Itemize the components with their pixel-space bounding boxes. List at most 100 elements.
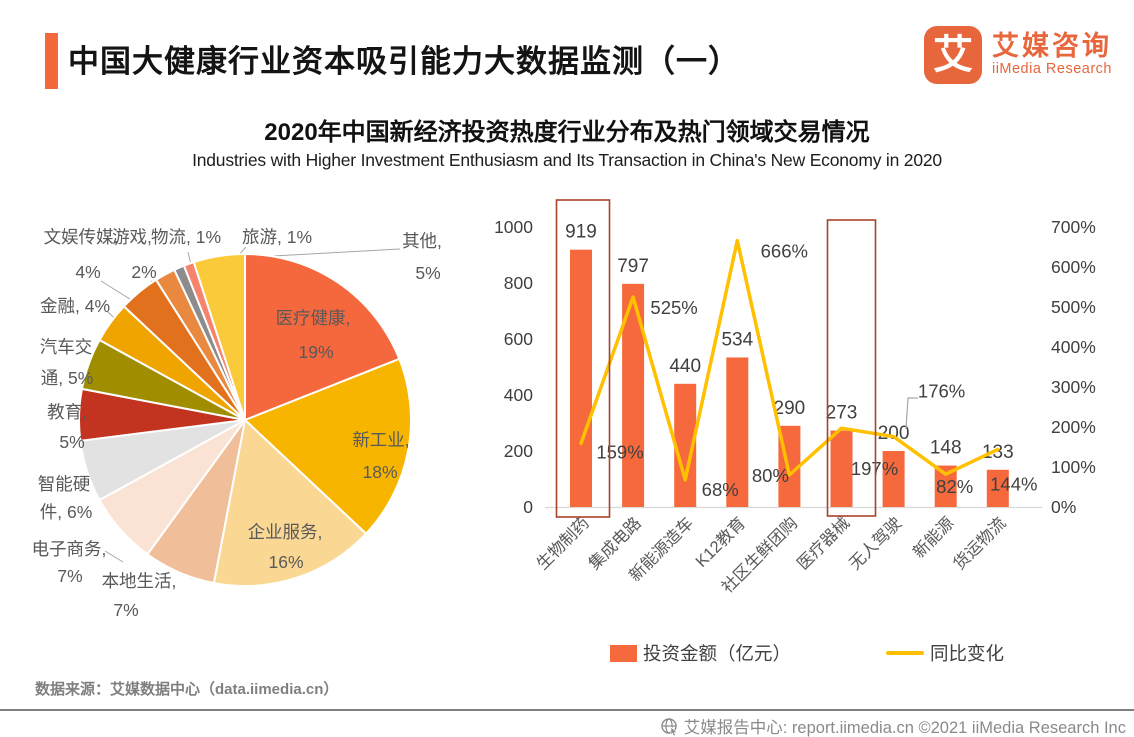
pie-label: 医疗健康, xyxy=(276,308,351,328)
bar-value-label: 273 xyxy=(826,403,858,424)
pie-slice-企业服务 xyxy=(212,419,368,587)
pie-label: 新工业, xyxy=(352,430,409,450)
bar-swatch-icon xyxy=(609,644,637,662)
pie-label: 企业服务, xyxy=(248,522,323,542)
yoy-line xyxy=(579,238,1000,482)
right-axis-tick: 100% xyxy=(1051,457,1096,477)
pie-leader-line xyxy=(104,550,124,563)
legend-label: 同比变化 xyxy=(930,643,1005,664)
brand-name-cn: 艾媒咨询 xyxy=(991,31,1112,62)
line-value-label: 80% xyxy=(752,465,789,486)
pie-chart: 医疗健康, 19% 新工业, 18% 企业服务, 16% 本地生活, 7% 电子商务, 7% 智能硬… xyxy=(32,227,442,620)
left-axis-tick: 1000 xyxy=(494,217,533,237)
line-value-label: 82% xyxy=(936,476,973,497)
bar-value-label: 797 xyxy=(617,256,649,277)
category-label-新能源: 新能源 xyxy=(909,513,957,561)
bar-无人驾驶 xyxy=(882,451,905,507)
bar-value-label: 440 xyxy=(669,356,701,377)
legend-item-yoy: 同比变化 xyxy=(886,640,1004,666)
pie-label: 游戏, xyxy=(112,227,152,247)
bar-value-label: 534 xyxy=(721,329,753,350)
category-label-无人驾驶: 无人驾驶 xyxy=(845,513,905,573)
footer-text: 艾媒报告中心: report.iimedia.cn ©2021 iiMedia … xyxy=(683,719,1126,737)
globe-cursor-icon xyxy=(661,717,678,736)
pie-label: 19% xyxy=(298,342,333,362)
pie-slice-医疗健康 xyxy=(244,253,401,421)
data-source-note: 数据来源：艾媒数据中心（data.iimedia.cn） xyxy=(35,681,339,698)
bar-value-label: 133 xyxy=(982,442,1014,463)
pie-label: 文娱传媒, xyxy=(44,227,119,247)
bar-货运物流 xyxy=(986,469,1009,507)
pie-label: 2% xyxy=(131,262,156,282)
brand-name-en: iiMedia Research xyxy=(991,60,1112,77)
bar-新能源造车 xyxy=(674,383,697,507)
logo-wordmark: 艾媒咨询 iiMedia Research xyxy=(991,31,1112,78)
right-axis-tick: 400% xyxy=(1051,337,1096,357)
pie-label: 电子商务, xyxy=(32,539,107,559)
pie-label: 5% xyxy=(59,432,84,452)
bar-value-label: 148 xyxy=(930,438,962,459)
pie-label: 7% xyxy=(57,566,82,586)
line-value-label: 666% xyxy=(761,241,808,262)
pie-label: 本地生活, xyxy=(102,571,177,591)
category-label-生物制药: 生物制药 xyxy=(533,513,593,573)
bar-生物制药 xyxy=(570,249,592,507)
highlight-box-医疗器械 xyxy=(826,219,877,517)
bar-K12教育 xyxy=(726,357,749,507)
bar-集成电路 xyxy=(622,283,645,507)
footer-divider xyxy=(0,709,1134,711)
pie-slice-新工业 xyxy=(244,357,412,535)
right-axis-tick: 200% xyxy=(1051,417,1096,437)
left-axis-tick: 200 xyxy=(504,441,533,461)
left-axis-tick: 600 xyxy=(504,329,533,349)
line-value-label: 176% xyxy=(918,381,965,402)
chart-title-en: Industries with Higher Investment Enthus… xyxy=(192,150,942,170)
pie-label: 通, 5% xyxy=(41,368,94,388)
pie-label: 智能硬 xyxy=(38,474,91,494)
pie-label: 件, 6% xyxy=(40,502,93,522)
line-value-label: 159% xyxy=(596,441,643,462)
right-axis-tick: 500% xyxy=(1051,297,1096,317)
pie-label: 金融, 4% xyxy=(40,296,110,316)
pie-label: 7% xyxy=(113,600,138,620)
page-title: 中国大健康行业资本吸引能力大数据监测（一） xyxy=(68,44,740,79)
bar-value-label: 919 xyxy=(565,222,597,243)
pie-label: 4% xyxy=(75,262,100,282)
pie-label: 旅游, 1% xyxy=(242,227,312,247)
right-axis-tick: 600% xyxy=(1051,257,1096,277)
bar-line-chart: 0 200 400 600 800 1000 0% 100% 200% 300% 400% 500% 6… xyxy=(494,199,1096,597)
pie-label: 18% xyxy=(362,462,397,482)
pie-label: 16% xyxy=(268,552,303,572)
pie-leader-line xyxy=(254,248,401,258)
label-leader-line xyxy=(905,397,918,430)
legend-item-investment: 投资金额（亿元） xyxy=(609,640,791,666)
bar-value-label: 290 xyxy=(774,398,806,419)
pie-label: 其他, xyxy=(402,231,442,251)
right-axis-tick: 0% xyxy=(1051,497,1076,517)
right-axis-tick: 300% xyxy=(1051,377,1096,397)
pie-label: 5% xyxy=(415,263,440,283)
line-swatch-icon xyxy=(886,651,924,655)
legend-label: 投资金额（亿元） xyxy=(642,643,791,664)
iimedia-logo-icon: 艾 xyxy=(923,26,982,84)
left-axis-tick: 800 xyxy=(504,273,533,293)
chart-title-cn: 2020年中国新经济投资热度行业分布及热门领域交易情况 xyxy=(264,119,870,146)
left-axis-tick: 0 xyxy=(523,497,533,517)
bar-医疗器械 xyxy=(830,430,853,507)
line-value-label: 144% xyxy=(990,473,1037,494)
pie-label: 汽车交 xyxy=(40,337,93,357)
right-axis-tick: 700% xyxy=(1051,217,1096,237)
chart-legend: 投资金额（亿元） 同比变化 xyxy=(480,640,1134,666)
pie-label: 教育, xyxy=(47,402,87,422)
highlight-box-生物制药 xyxy=(555,199,611,518)
category-label-医疗器械: 医疗器械 xyxy=(793,513,853,573)
footer-report-center: 艾媒报告中心: report.iimedia.cn ©2021 iiMedia … xyxy=(660,714,1126,737)
bar-新能源 xyxy=(934,465,957,507)
title-accent-bar xyxy=(45,33,58,89)
line-value-label: 68% xyxy=(702,479,739,500)
pie-slice-其他 xyxy=(192,253,246,421)
iimedia-logo: 艾 艾媒咨询 iiMedia Research xyxy=(923,26,1112,84)
line-value-label: 525% xyxy=(650,297,697,318)
